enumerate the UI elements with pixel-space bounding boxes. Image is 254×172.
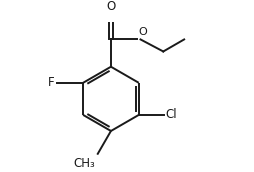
Text: CH₃: CH₃ [73, 157, 95, 170]
Text: F: F [48, 76, 55, 89]
Text: O: O [106, 0, 116, 13]
Text: Cl: Cl [166, 108, 177, 121]
Text: O: O [139, 28, 147, 37]
